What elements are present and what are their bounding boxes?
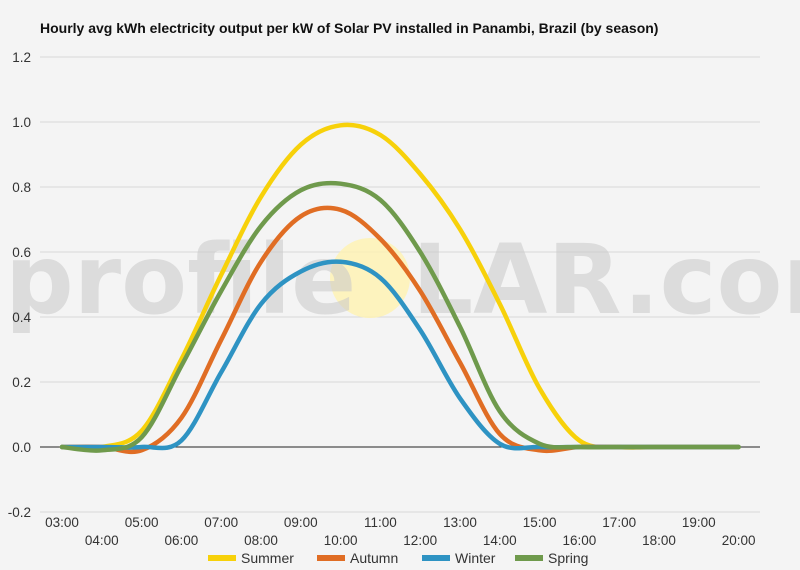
- y-tick-label: -0.2: [8, 505, 31, 520]
- watermark-left: profile: [5, 224, 356, 336]
- series-lines: [59, 122, 741, 455]
- y-tick-label: 0.8: [12, 180, 31, 195]
- legend-label-summer: Summer: [241, 550, 294, 566]
- watermark: profile LAR.com: [5, 224, 800, 336]
- legend-swatch-spring: [515, 555, 543, 561]
- legend-label-autumn: Autumn: [350, 550, 398, 566]
- y-tick-label: 0.6: [12, 245, 31, 260]
- legend-swatch-winter: [422, 555, 450, 561]
- chart-title: Hourly avg kWh electricity output per kW…: [40, 20, 658, 36]
- legend-swatch-autumn: [317, 555, 345, 561]
- y-tick-label: 1.0: [12, 115, 31, 130]
- x-tick-label: 05:00: [125, 515, 159, 530]
- x-tick-label: 07:00: [204, 515, 238, 530]
- x-tick-label: 11:00: [364, 515, 397, 530]
- x-tick-label: 09:00: [284, 515, 318, 530]
- x-tick-label: 06:00: [165, 533, 199, 548]
- x-tick-label: 14:00: [483, 533, 517, 548]
- legend-label-spring: Spring: [548, 550, 588, 566]
- legend-label-winter: Winter: [455, 550, 496, 566]
- x-tick-label: 12:00: [403, 533, 437, 548]
- y-tick-label: 0.2: [12, 375, 31, 390]
- watermark-sun: [330, 238, 410, 318]
- y-tick-label: 0.4: [12, 310, 31, 325]
- y-axis-ticks: -0.2 0.0 0.2 0.4 0.6 0.8 1.0 1.2: [8, 50, 32, 520]
- x-tick-label: 10:00: [324, 533, 358, 548]
- x-tick-label: 04:00: [85, 533, 119, 548]
- y-tick-label: 0.0: [12, 440, 31, 455]
- x-tick-label: 19:00: [682, 515, 716, 530]
- x-tick-label: 03:00: [45, 515, 79, 530]
- x-tick-label: 18:00: [642, 533, 676, 548]
- legend: Summer Autumn Winter Spring: [208, 550, 588, 566]
- series-line-spring: [59, 180, 741, 453]
- x-tick-label: 15:00: [523, 515, 557, 530]
- x-tick-label: 17:00: [602, 515, 636, 530]
- legend-swatch-summer: [208, 555, 236, 561]
- x-axis-ticks: 03:00 04:00 05:00 06:00 07:00 08:00 09:00 10:00…: [45, 515, 755, 548]
- x-tick-label: 13:00: [443, 515, 477, 530]
- x-tick-label: 08:00: [244, 533, 278, 548]
- y-tick-label: 1.2: [12, 50, 31, 65]
- x-tick-label: 16:00: [563, 533, 597, 548]
- watermark-right: LAR.com: [412, 224, 800, 336]
- x-tick-label: 20:00: [722, 533, 756, 548]
